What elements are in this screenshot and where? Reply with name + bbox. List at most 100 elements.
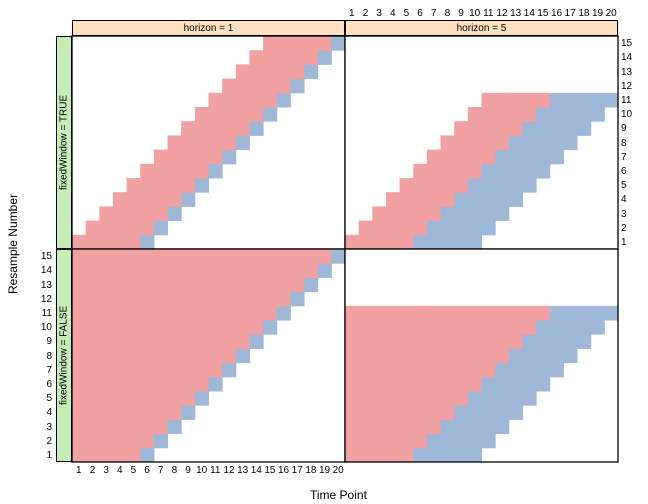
cell	[72, 292, 86, 307]
cell	[372, 391, 386, 406]
cell	[427, 434, 441, 449]
cell	[209, 107, 223, 122]
x-tick-top-18: 18	[578, 8, 590, 19]
cell	[550, 150, 564, 165]
x-tick-top-6: 6	[414, 8, 426, 19]
cell	[372, 405, 386, 420]
cell	[209, 363, 223, 378]
cell	[372, 320, 386, 335]
cell	[290, 64, 304, 79]
cell	[209, 135, 223, 150]
y-tick-left-9: 9	[36, 336, 52, 347]
cell	[209, 93, 223, 108]
cell	[127, 192, 141, 207]
cell	[127, 178, 141, 193]
cell	[290, 79, 304, 94]
cell	[454, 419, 468, 434]
cell	[86, 434, 100, 449]
cell	[495, 206, 509, 221]
cell	[345, 377, 359, 392]
cell	[536, 334, 550, 349]
x-tick-top-7: 7	[428, 8, 440, 19]
cell	[236, 64, 250, 79]
cell	[563, 334, 577, 349]
cell	[72, 235, 86, 250]
cell	[181, 249, 195, 264]
cell	[495, 178, 509, 193]
cell	[222, 107, 236, 122]
cell	[222, 249, 236, 264]
cell	[154, 178, 168, 193]
cell	[550, 135, 564, 150]
cell	[400, 419, 414, 434]
cell	[263, 36, 277, 51]
y-tick-right-1: 1	[621, 237, 627, 248]
cell	[222, 263, 236, 278]
cell	[168, 292, 182, 307]
cell	[400, 320, 414, 335]
cell	[359, 405, 373, 420]
x-tick-bottom-16: 16	[278, 465, 290, 476]
cell	[72, 405, 86, 420]
cell	[359, 348, 373, 363]
cell	[113, 405, 127, 420]
cell	[263, 249, 277, 264]
cell	[263, 64, 277, 79]
cell	[113, 448, 127, 463]
y-tick-left-5: 5	[36, 393, 52, 404]
cell	[154, 249, 168, 264]
cell	[468, 306, 482, 321]
x-tick-bottom-17: 17	[291, 465, 303, 476]
cell	[441, 235, 455, 250]
cell	[468, 206, 482, 221]
cell	[372, 334, 386, 349]
cell	[263, 277, 277, 292]
cell	[195, 363, 209, 378]
cell	[99, 419, 113, 434]
cell	[195, 334, 209, 349]
cell	[522, 150, 536, 165]
cell	[140, 235, 154, 250]
cell	[563, 306, 577, 321]
cell	[127, 434, 141, 449]
cell	[495, 348, 509, 363]
cell	[113, 434, 127, 449]
cell	[536, 150, 550, 165]
cell	[454, 150, 468, 165]
cell	[400, 405, 414, 420]
cell	[563, 93, 577, 108]
cell	[345, 363, 359, 378]
cell	[222, 348, 236, 363]
cell	[454, 434, 468, 449]
cell	[236, 249, 250, 264]
cell	[359, 334, 373, 349]
cell	[386, 419, 400, 434]
cell	[290, 36, 304, 51]
cell	[495, 135, 509, 150]
cell	[127, 391, 141, 406]
cell	[468, 377, 482, 392]
cell	[386, 235, 400, 250]
x-tick-top-11: 11	[482, 8, 494, 19]
cell	[536, 363, 550, 378]
cell	[550, 348, 564, 363]
cell	[413, 448, 427, 463]
cell	[468, 135, 482, 150]
cell	[563, 121, 577, 136]
y-tick-right-8: 8	[621, 138, 627, 149]
cell	[236, 320, 250, 335]
cell	[318, 50, 332, 65]
cell	[413, 235, 427, 250]
x-tick-top-2: 2	[359, 8, 371, 19]
cell	[400, 206, 414, 221]
cell	[495, 320, 509, 335]
cell	[441, 434, 455, 449]
cell	[400, 448, 414, 463]
cell	[345, 448, 359, 463]
cell	[249, 292, 263, 307]
x-tick-bottom-15: 15	[264, 465, 276, 476]
cell	[154, 221, 168, 236]
cell	[222, 135, 236, 150]
x-tick-top-3: 3	[373, 8, 385, 19]
cell	[359, 434, 373, 449]
